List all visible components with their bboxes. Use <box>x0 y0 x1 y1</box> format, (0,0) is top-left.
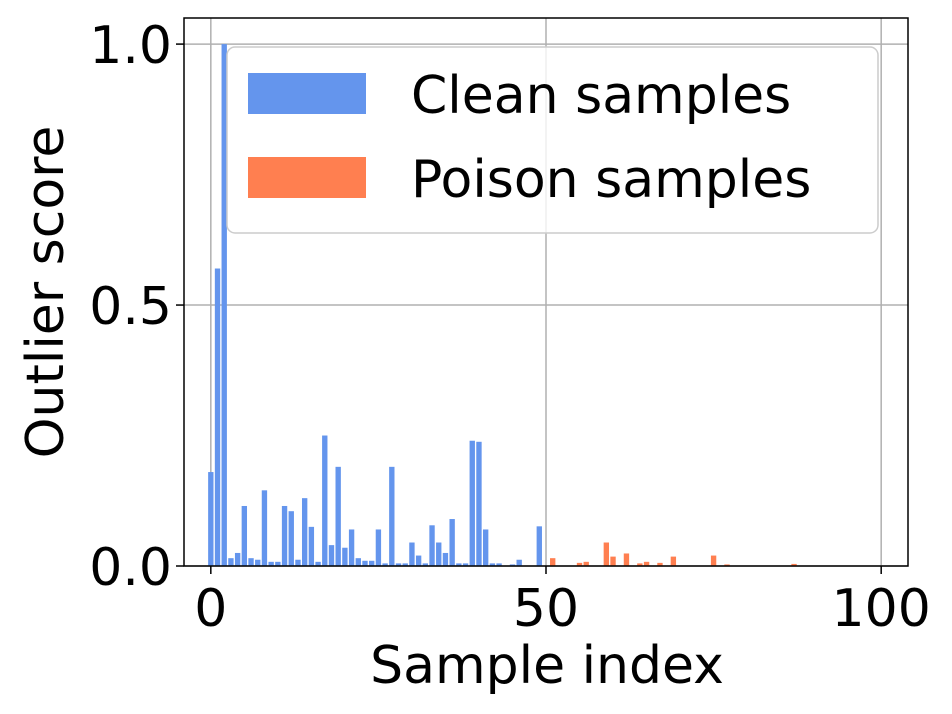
bar-clean <box>348 529 355 566</box>
bar-clean <box>509 564 516 566</box>
bar-clean <box>489 563 496 566</box>
bar-clean <box>369 560 375 566</box>
bar-clean <box>536 526 542 566</box>
tick-marks <box>176 43 882 574</box>
bar-clean <box>462 563 469 566</box>
bar-poison <box>623 553 630 566</box>
bar-clean <box>389 466 395 566</box>
bar-clean <box>275 561 281 566</box>
bar-clean <box>402 563 408 566</box>
bar-poison <box>710 555 717 566</box>
bar-clean <box>442 552 449 566</box>
bar-poison <box>603 542 610 566</box>
x-axis-label: Sample index <box>370 636 724 696</box>
bar-clean <box>362 560 368 566</box>
x-tick-label: 0 <box>194 579 227 639</box>
x-tick-label: 100 <box>832 579 931 639</box>
bar-clean <box>281 505 288 566</box>
bar-clean <box>496 563 502 566</box>
legend-label-poison: Poison samples <box>411 150 811 210</box>
legend-label-clean: Clean samples <box>411 66 791 126</box>
bar-clean <box>214 268 221 566</box>
x-tick-label: 50 <box>513 579 579 639</box>
bar-clean <box>288 511 294 566</box>
bar-clean <box>255 559 261 566</box>
x-tick-labels: 0 50 100 <box>194 579 931 639</box>
bar-clean <box>355 558 361 566</box>
bar-clean <box>436 542 442 566</box>
bar-clean <box>221 44 227 567</box>
bar-clean <box>422 563 429 566</box>
y-tick-label: 0.5 <box>89 277 172 337</box>
bar-clean <box>449 519 455 566</box>
bar-clean <box>268 561 274 566</box>
bar-clean <box>308 526 315 566</box>
bar-clean <box>301 498 308 566</box>
y-tick-labels: 0.0 0.5 1.0 <box>89 16 172 598</box>
bar-clean <box>295 559 301 566</box>
bar-poison <box>791 563 797 566</box>
bar-clean <box>315 561 321 566</box>
bar-clean <box>322 435 328 566</box>
bar-clean <box>469 440 475 566</box>
legend: Clean samples Poison samples <box>226 46 879 234</box>
legend-swatch-clean <box>248 73 366 114</box>
bar-clean <box>382 563 388 566</box>
bar-poison <box>670 556 677 566</box>
bar-poison <box>583 561 589 566</box>
bar-clean <box>234 552 241 566</box>
bar-clean <box>409 542 415 566</box>
legend-box <box>226 46 879 234</box>
bar-clean <box>261 490 268 566</box>
bar-poison <box>657 562 663 566</box>
bar-clean <box>429 525 435 566</box>
bar-poison <box>576 562 583 566</box>
bar-clean <box>342 547 348 566</box>
bar-poison <box>643 561 650 566</box>
bar-clean <box>456 563 462 566</box>
bar-poison <box>550 558 556 566</box>
bar-poison <box>610 556 616 566</box>
y-tick-label: 1.0 <box>89 16 172 76</box>
legend-swatch-poison <box>248 157 366 198</box>
bar-poison <box>637 563 643 566</box>
bar-clean <box>248 558 254 566</box>
bar-clean <box>482 529 489 566</box>
bar-clean <box>375 529 382 566</box>
bar-clean <box>395 563 402 566</box>
y-tick-label: 0.0 <box>89 538 172 598</box>
bars-group <box>208 44 797 567</box>
bar-clean <box>516 559 522 566</box>
bar-poison <box>724 564 730 566</box>
bar-clean <box>335 466 341 566</box>
bar-clean <box>328 545 335 566</box>
bar-clean <box>208 472 214 566</box>
bar-clean <box>228 558 234 566</box>
bar-clean <box>476 441 482 566</box>
y-axis-label: Outlier score <box>16 126 76 459</box>
bar-clean <box>241 505 248 566</box>
bar-clean <box>415 555 422 566</box>
